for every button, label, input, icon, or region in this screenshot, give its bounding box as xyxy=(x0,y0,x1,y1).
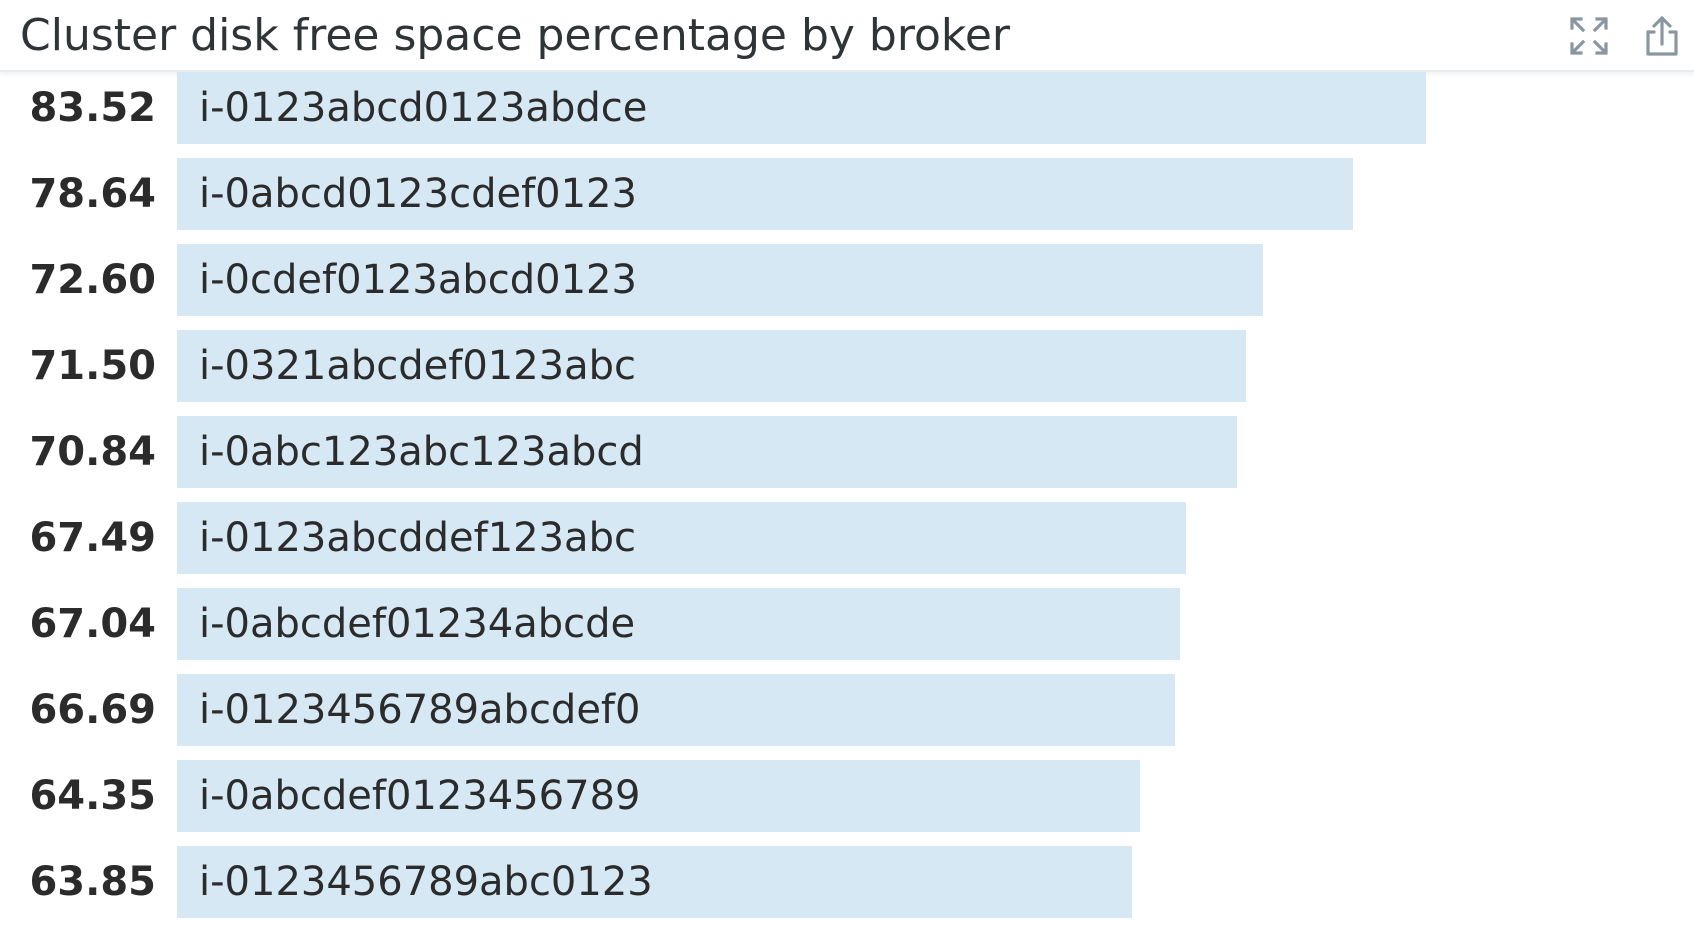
row-value: 83.52 xyxy=(29,85,156,131)
bar[interactable] xyxy=(177,846,1132,918)
bar[interactable] xyxy=(177,158,1353,230)
toplist-row: 71.50 i-0321abcdef0123abc xyxy=(0,330,1694,402)
toplist-row: 66.69 i-0123456789abcdef0 xyxy=(0,674,1694,746)
toplist-row: 64.35 i-0abcdef0123456789 xyxy=(0,760,1694,832)
row-value: 63.85 xyxy=(29,859,156,905)
toplist-row: 83.52 i-0123abcd0123abdce xyxy=(0,72,1694,144)
bar[interactable] xyxy=(177,588,1180,660)
toplist-row: 67.04 i-0abcdef01234abcde xyxy=(0,588,1694,660)
share-button[interactable] xyxy=(1640,14,1684,58)
toplist-row: 72.60 i-0cdef0123abcd0123 xyxy=(0,244,1694,316)
expand-icon xyxy=(1570,17,1608,55)
bar[interactable] xyxy=(177,674,1175,746)
toplist-row: 67.49 i-0123abcddef123abc xyxy=(0,502,1694,574)
widget-title: Cluster disk free space percentage by br… xyxy=(20,10,1010,61)
expand-button[interactable] xyxy=(1567,14,1611,58)
toplist-row: 63.85 i-0123456789abc0123 xyxy=(0,846,1694,918)
widget-header: Cluster disk free space percentage by br… xyxy=(0,0,1694,72)
row-value: 64.35 xyxy=(29,773,156,819)
bar[interactable] xyxy=(177,760,1140,832)
row-value: 78.64 xyxy=(29,171,156,217)
bar[interactable] xyxy=(177,502,1186,574)
row-value: 67.49 xyxy=(29,515,156,561)
bar[interactable] xyxy=(177,244,1263,316)
row-value: 67.04 xyxy=(29,601,156,647)
row-value: 66.69 xyxy=(29,687,156,733)
bar[interactable] xyxy=(177,416,1237,488)
toplist-row: 78.64 i-0abcd0123cdef0123 xyxy=(0,158,1694,230)
share-icon xyxy=(1646,16,1678,56)
bar[interactable] xyxy=(177,330,1246,402)
row-value: 72.60 xyxy=(29,257,156,303)
row-value: 70.84 xyxy=(29,429,156,475)
bar[interactable] xyxy=(177,72,1426,144)
toplist-row: 70.84 i-0abc123abc123abcd xyxy=(0,416,1694,488)
row-value: 71.50 xyxy=(29,343,156,389)
